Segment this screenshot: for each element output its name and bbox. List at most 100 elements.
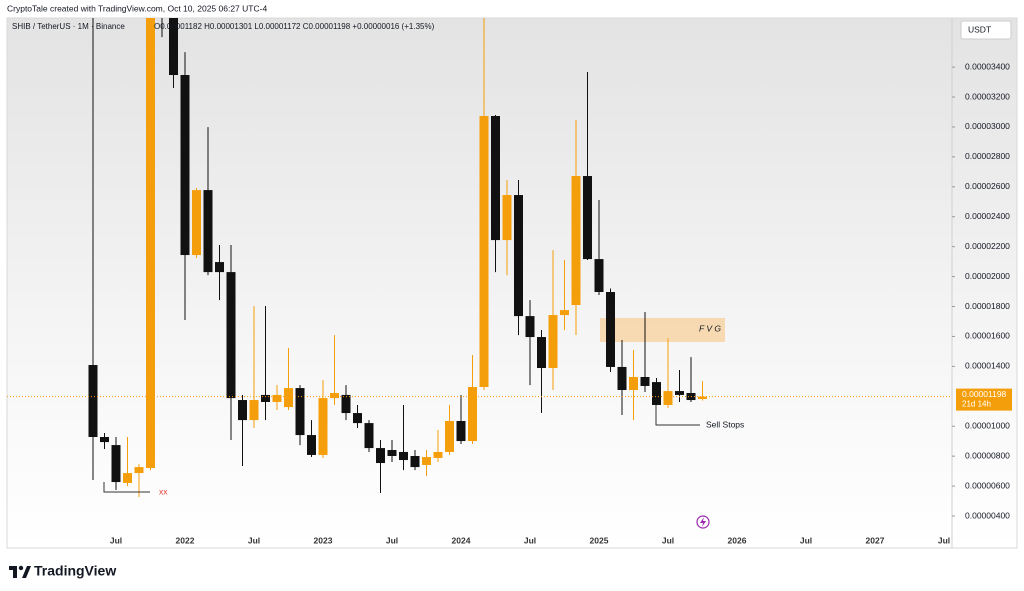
candle-body [548,315,558,369]
candle-body [215,262,224,273]
candle-body [123,473,132,483]
y-tick-label: 0.00001800 [965,301,1010,311]
x-tick-label: 2022 [176,535,195,545]
x-tick-label: 2024 [452,535,471,545]
x-tick-label: 2023 [314,535,333,545]
candle-body [629,376,638,391]
symbol: SHIB / TetherUS · 1M · Binance [12,22,125,31]
candle-body [272,394,282,402]
sell-stops-pointer [655,405,700,426]
candle-body [180,75,190,256]
y-tick-label: 0.00002800 [965,151,1010,161]
candle-body [617,366,627,391]
x-tick-label: Jul [938,535,950,545]
y-tick-label: 0.00001000 [965,420,1010,430]
x-tick-label: Jul [524,535,536,545]
candle-body [353,413,362,424]
candle-body [341,394,351,414]
candle-body [203,190,213,273]
currency-label: USDT [968,24,991,34]
currency-box[interactable] [960,20,1012,40]
y-tick-label: 0.00003000 [965,121,1010,131]
candle-body [261,394,270,402]
x-tick-label: Jul [386,535,398,545]
x-tick-label: Jul [248,535,260,545]
candle-body [88,365,98,437]
y-tick-label: 0.00002600 [965,181,1010,191]
candle-body [537,337,546,369]
y-tick-label: 0.00000400 [965,510,1010,520]
sell-stops-label: Sell Stops [706,419,744,429]
y-tick-label: 0.00003200 [965,91,1010,101]
candle-body [675,391,684,395]
last-price-label: 0.00001198 [962,389,1007,399]
y-tick-label: 0.00003400 [965,61,1010,71]
candle-body [387,450,397,457]
candle-body [560,310,569,316]
candle-body [238,400,247,421]
x-tick-label: 2027 [866,535,885,545]
candle-body [525,316,535,338]
candle-body [226,272,236,399]
y-tick-label: 0.00000600 [965,480,1010,490]
x-tick-label: 2026 [728,535,747,545]
brand-logo [9,565,31,578]
x-tick-label: Jul [800,535,812,545]
fvg-zone [600,318,725,342]
y-tick-label: 0.00002400 [965,211,1010,221]
ohlc: O0.00001182 H0.00001301 L0.00001172 C0.0… [154,22,435,31]
candle-body [134,467,144,474]
candles [88,18,707,498]
candle-body [456,420,466,442]
candle-body [663,391,673,405]
candle-body [640,376,650,386]
marker-label: xx [159,486,168,496]
candle-body [422,457,431,465]
candle-body [318,398,328,455]
candle-body [479,116,489,388]
candle-body [410,456,420,468]
candle-body [571,176,581,306]
candle-body [307,435,316,455]
x-tick-label: Jul [662,535,674,545]
candle-body [364,423,374,449]
candle-body [169,18,178,76]
y-tick-label: 0.00000800 [965,450,1010,460]
candle-body [100,436,109,443]
x-tick-label: 2025 [590,535,609,545]
y-tick-label: 0.00002000 [965,271,1010,281]
candle-body [468,387,477,442]
candle-body [284,388,293,408]
countdown: 21d 14h [962,400,991,409]
marker-pointer [103,482,150,493]
candle-body [491,116,500,241]
candle-body [399,451,408,461]
candle-body [192,190,201,256]
candle-body [146,18,155,468]
candle-body [583,176,592,260]
candle-body [249,400,259,421]
last-price-box [956,388,1012,411]
y-tick-label: 0.00001400 [965,361,1010,371]
event-icon-bolt [700,517,706,527]
brand: TradingView [34,563,116,579]
y-tick-label: 0.00001600 [965,331,1010,341]
credit: CryptoTale created with TradingView.com,… [7,3,267,13]
y-tick-label: 0.00002200 [965,241,1010,251]
fvg-label: F V G [699,323,721,333]
candle-body [698,396,707,399]
candle-body [502,195,512,241]
event-icon[interactable] [696,515,710,529]
candle-body [433,451,443,458]
candle-body [111,445,121,483]
candle-body [445,420,454,452]
candle-body [514,195,523,317]
x-tick-label: Jul [110,535,122,545]
candle-body [652,382,661,405]
candle-body [594,259,604,292]
candle-body [330,393,339,399]
plot-background [6,17,1018,549]
candle-body [606,291,615,367]
